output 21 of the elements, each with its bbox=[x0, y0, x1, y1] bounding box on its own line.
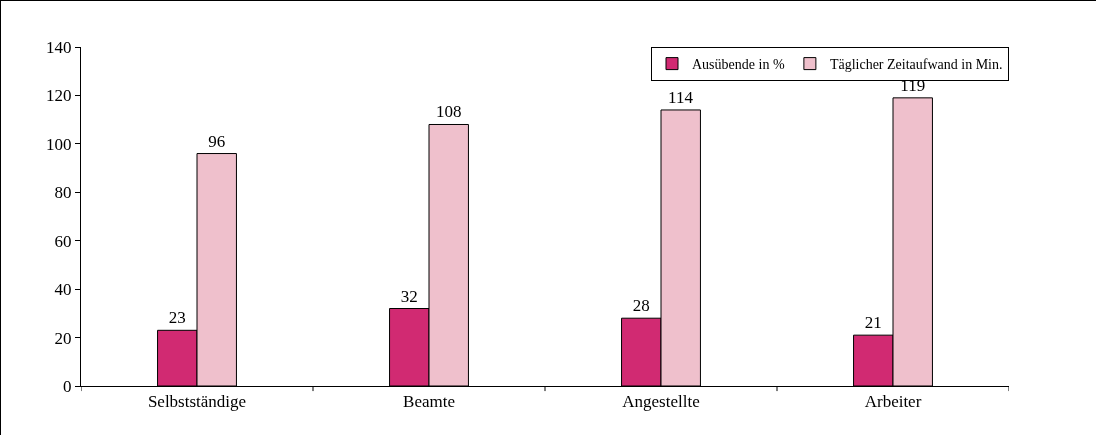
y-tick-label: 120 bbox=[46, 86, 72, 106]
data-label: 114 bbox=[668, 87, 694, 107]
y-tick-label: 140 bbox=[46, 37, 72, 57]
data-label: 28 bbox=[632, 296, 650, 316]
data-label: 96 bbox=[208, 131, 226, 151]
data-label: 108 bbox=[435, 102, 462, 122]
x-tick-label: Arbeiter bbox=[864, 392, 922, 412]
legend-label: Ausübende in % bbox=[692, 57, 785, 73]
y-tick-label: 60 bbox=[54, 231, 72, 251]
data-label: 32 bbox=[400, 286, 418, 306]
data-label: 21 bbox=[864, 313, 882, 333]
y-tick-label: 0 bbox=[63, 376, 72, 396]
x-tick-label: Beamte bbox=[403, 392, 455, 412]
legend-label: Täglicher Zeitaufwand in Min. bbox=[829, 57, 1003, 73]
data-label: 23 bbox=[168, 308, 186, 328]
y-tick-label: 80 bbox=[54, 183, 72, 203]
y-tick-label: 40 bbox=[54, 280, 72, 300]
x-tick-label: Angestellte bbox=[622, 392, 700, 412]
y-tick-label: 20 bbox=[54, 328, 72, 348]
x-tick-label: Selbstständige bbox=[147, 392, 247, 412]
y-tick-label: 100 bbox=[46, 134, 72, 154]
